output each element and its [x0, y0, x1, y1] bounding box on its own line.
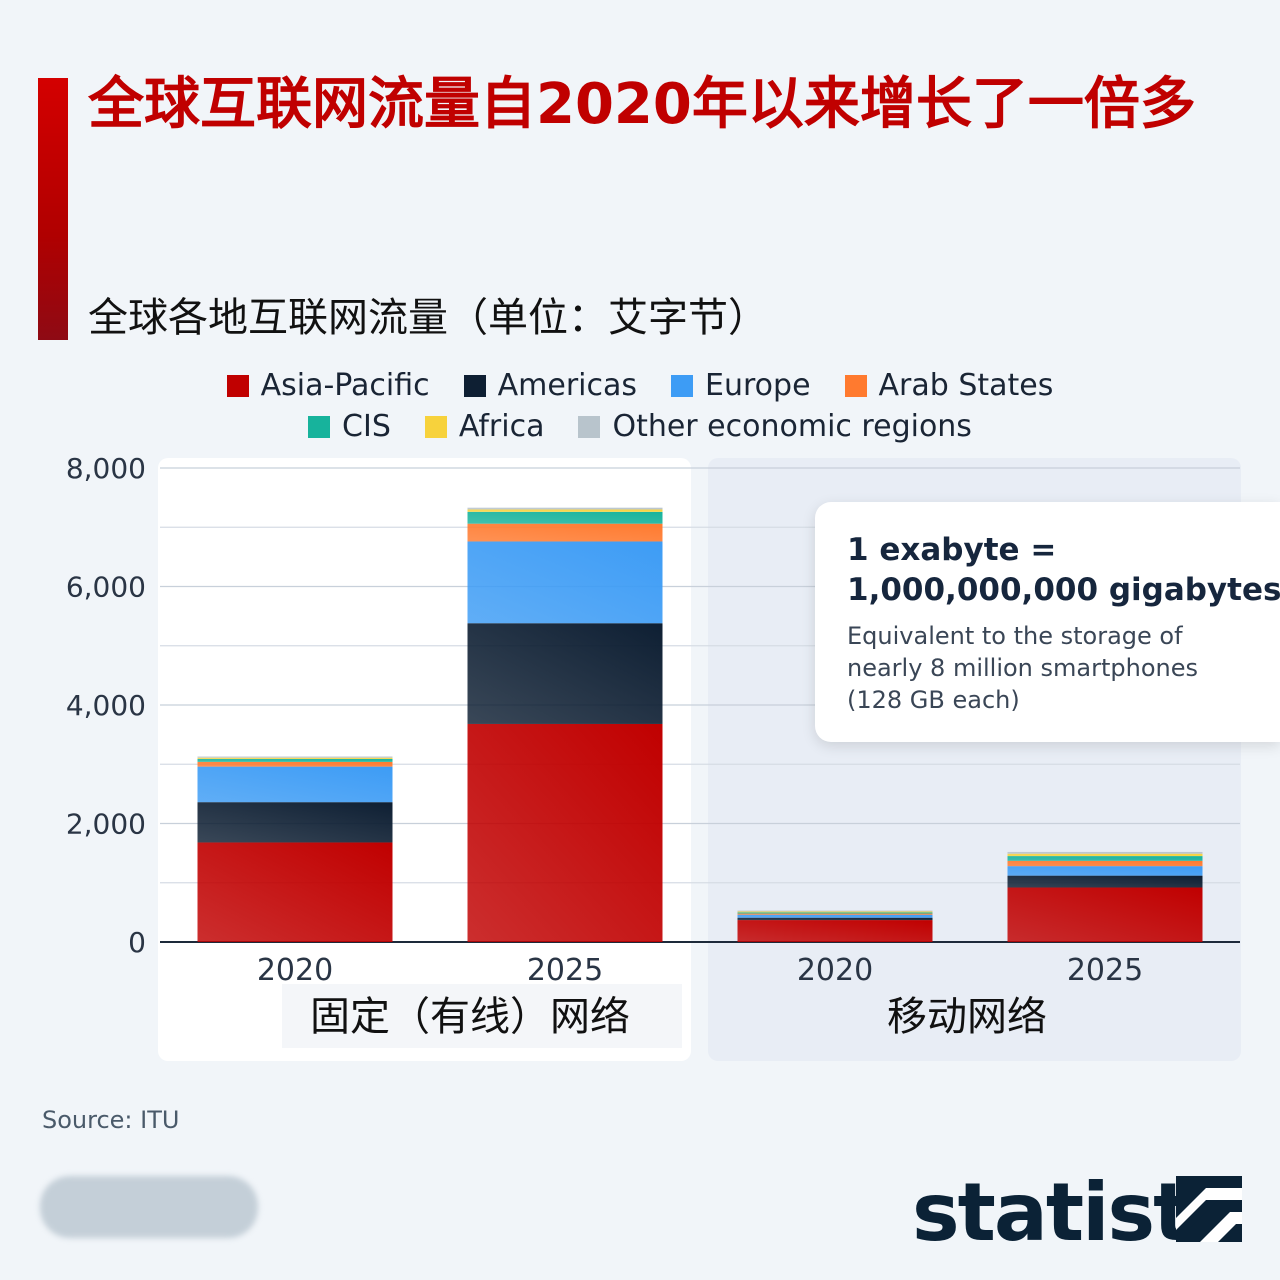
- y-tick-label: 2,000: [66, 808, 146, 841]
- bar-segment-other-economic-regions: [467, 507, 663, 510]
- callout-heading-line1: 1 exabyte =: [847, 532, 1057, 568]
- legend-item-europe: Europe: [671, 368, 811, 403]
- bar-segment-cis: [737, 912, 933, 914]
- legend-label: Europe: [705, 368, 811, 403]
- legend-swatch: [578, 415, 601, 438]
- legend-row-1: Asia-Pacific Americas Europe Arab States: [226, 368, 1054, 403]
- legend-item-asia-pacific: Asia-Pacific: [226, 368, 430, 403]
- legend-label: CIS: [342, 409, 391, 444]
- legend-item-other-regions: Other economic regions: [578, 409, 972, 444]
- x-tick-label: 2025: [527, 953, 603, 988]
- bar-segment-americas: [737, 917, 933, 921]
- callout-heading-line2: 1,000,000,000 gigabytes: [847, 572, 1280, 608]
- exabyte-callout: 1 exabyte = 1,000,000,000 gigabytes Equi…: [815, 502, 1280, 742]
- legend-swatch: [844, 374, 867, 397]
- statista-mark-icon: [1176, 1176, 1242, 1242]
- group-label: 固定（有线）网络: [310, 994, 630, 1040]
- x-tick-label: 2025: [1067, 953, 1143, 988]
- legend-label: Other economic regions: [612, 409, 972, 444]
- bar-segment-asia-pacific: [1007, 887, 1203, 942]
- bar-segment-europe: [467, 541, 663, 624]
- legend-label: Arab States: [878, 368, 1054, 403]
- legend-swatch: [424, 415, 447, 438]
- bar-segment-asia-pacific: [737, 920, 933, 942]
- bar-segment-other-economic-regions: [197, 756, 393, 758]
- legend-label: Africa: [458, 409, 545, 444]
- source-note: Source: ITU: [42, 1106, 180, 1134]
- title-accent-bar: [38, 78, 68, 340]
- group-label-backdrop: [282, 984, 682, 1048]
- bar-segment-cis: [467, 511, 663, 524]
- bar-segment-africa: [467, 509, 663, 512]
- legend-swatch: [463, 374, 486, 397]
- bar-segment-americas: [467, 623, 663, 724]
- bar-segment-africa: [197, 757, 393, 759]
- legend-swatch: [226, 374, 249, 397]
- bar-segment-americas: [1007, 875, 1203, 888]
- legend-item-americas: Americas: [463, 368, 638, 403]
- bar-segment-cis: [197, 758, 393, 762]
- chart-legend: Asia-Pacific Americas Europe Arab States…: [0, 368, 1280, 444]
- callout-body: Equivalent to the storage of nearly 8 mi…: [847, 620, 1280, 716]
- bar-segment-africa: [1007, 853, 1203, 857]
- y-tick-label: 4,000: [66, 689, 146, 722]
- blurred-logo: [40, 1176, 258, 1238]
- legend-swatch: [308, 415, 331, 438]
- legend-swatch: [671, 374, 694, 397]
- bar-segment-arab-states: [467, 523, 663, 542]
- x-tick-label: 2020: [797, 953, 873, 988]
- bar-segment-arab-states: [1007, 860, 1203, 867]
- y-tick-label: 0: [128, 926, 146, 959]
- bar-segment-asia-pacific: [467, 723, 663, 942]
- bar-segment-arab-states: [197, 761, 393, 767]
- bar-segment-europe: [737, 914, 933, 918]
- callout-text-line1: Equivalent to the storage of: [847, 622, 1183, 650]
- legend-label: Asia-Pacific: [260, 368, 430, 403]
- bar-segment-africa: [737, 911, 933, 913]
- callout-text-line3: (128 GB each): [847, 686, 1020, 714]
- bar-segment-other-economic-regions: [1007, 851, 1203, 854]
- bar-segment-europe: [1007, 866, 1203, 876]
- y-tick-label: 8,000: [66, 452, 146, 485]
- legend-item-cis: CIS: [308, 409, 391, 444]
- bar-segment-other-economic-regions: [737, 910, 933, 912]
- bar-segment-asia-pacific: [197, 842, 393, 942]
- legend-item-arab-states: Arab States: [844, 368, 1054, 403]
- bar-segment-americas: [197, 802, 393, 843]
- callout-text-line2: nearly 8 million smartphones: [847, 654, 1198, 682]
- legend-label: Americas: [497, 368, 638, 403]
- x-tick-label: 2020: [257, 953, 333, 988]
- bar-segment-europe: [197, 766, 393, 803]
- y-tick-label: 6,000: [66, 571, 146, 604]
- group-label: 移动网络: [887, 994, 1047, 1040]
- bar-segment-cis: [1007, 856, 1203, 861]
- chart-subtitle: 全球各地互联网流量（单位：艾字节）: [88, 295, 768, 341]
- bar-segment-arab-states: [737, 913, 933, 915]
- page-title: 全球互联网流量自2020年以来增长了一倍多: [88, 72, 1196, 137]
- legend-item-africa: Africa: [424, 409, 545, 444]
- legend-row-2: CIS Africa Other economic regions: [308, 409, 972, 444]
